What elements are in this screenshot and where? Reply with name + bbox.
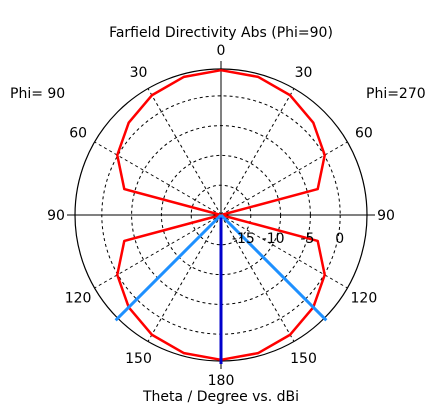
marker-layer bbox=[114, 213, 328, 364]
tick-label-layer: 0 30 60 90 120 150 180 150 120 90 60 30 -15 -10 -5 0 bbox=[47, 43, 395, 389]
side-label-right: Phi=270 bbox=[366, 86, 426, 102]
grid-spoke bbox=[220, 88, 295, 216]
radial-tick-label: 0 bbox=[335, 231, 344, 247]
marker-line bbox=[114, 213, 223, 322]
grid-spoke bbox=[147, 214, 222, 342]
side-label-left: Phi= 90 bbox=[10, 86, 65, 102]
angle-tick-label: 180 bbox=[208, 373, 235, 389]
angle-tick-label: 90 bbox=[377, 208, 395, 224]
grid-spoke bbox=[147, 88, 222, 216]
grid-spoke bbox=[94, 214, 222, 289]
angle-tick-label: 0 bbox=[217, 43, 226, 59]
angle-tick-label: 150 bbox=[290, 351, 317, 367]
angle-tick-label: 60 bbox=[69, 126, 87, 142]
chart-title: Farfield Directivity Abs (Phi=90) bbox=[109, 25, 333, 41]
marker-line bbox=[219, 213, 328, 322]
angle-tick-label: 120 bbox=[351, 291, 378, 307]
angle-tick-label: 120 bbox=[65, 291, 92, 307]
radial-tick-label: -10 bbox=[262, 231, 285, 247]
x-axis-label: Theta / Degree vs. dBi bbox=[142, 389, 299, 405]
angle-tick-label: 30 bbox=[130, 65, 148, 81]
grid-spoke bbox=[220, 141, 348, 216]
radial-tick-label: -15 bbox=[232, 231, 255, 247]
radial-tick-label: -5 bbox=[300, 231, 314, 247]
grid-spoke bbox=[94, 141, 222, 216]
angle-tick-label: 30 bbox=[295, 65, 313, 81]
grid-spoke bbox=[220, 214, 348, 289]
angle-tick-label: 60 bbox=[355, 126, 373, 142]
angle-tick-label: 150 bbox=[125, 351, 152, 367]
grid-spoke bbox=[220, 214, 295, 342]
angle-tick-label: 90 bbox=[47, 208, 65, 224]
